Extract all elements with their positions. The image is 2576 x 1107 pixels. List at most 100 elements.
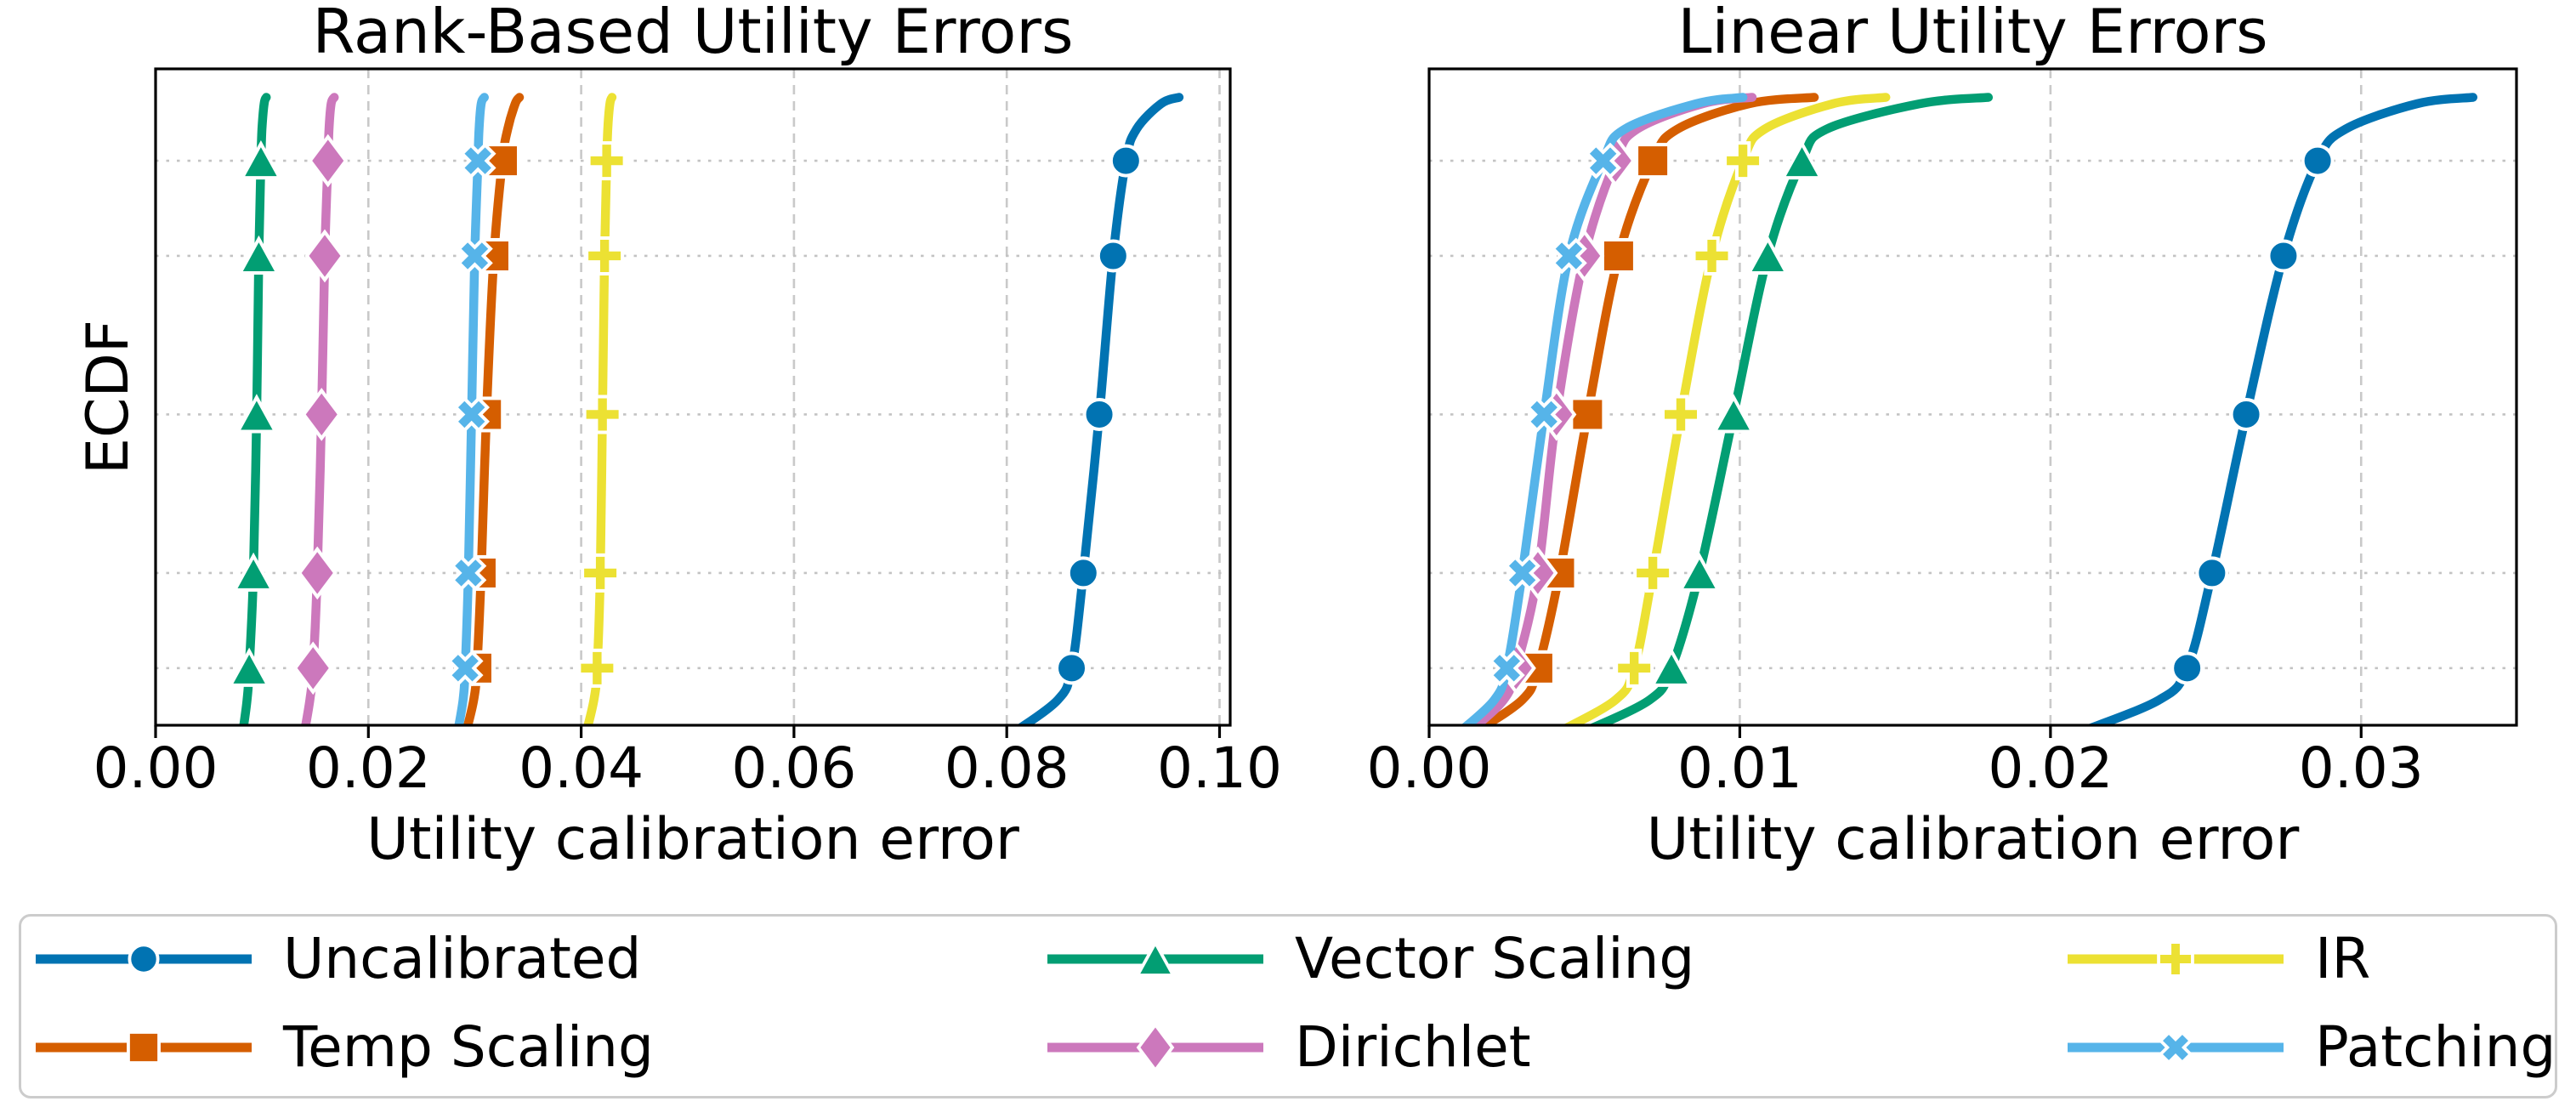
marker-circle xyxy=(1066,556,1100,590)
x-axis-label-right: Utility calibration error xyxy=(1646,806,2300,873)
legend-label: Temp Scaling xyxy=(283,1014,654,1080)
marker-plus xyxy=(582,395,622,434)
marker-diamond xyxy=(308,133,349,188)
x-tick-label: 0.06 xyxy=(731,735,856,801)
marker-plus xyxy=(587,141,627,181)
marker-diamond xyxy=(304,229,345,283)
marker-triangle xyxy=(1780,139,1824,180)
marker-circle xyxy=(1055,651,1089,685)
marker-x xyxy=(457,237,493,275)
marker-x xyxy=(2158,1030,2193,1065)
plot-area-0: 0.00 0.02 0.04 0.06 0.08 0.10 xyxy=(94,67,1282,801)
legend-box: Uncalibrated Temp Scaling Vector Scaling… xyxy=(19,914,2557,1098)
legend-swatch-x-icon xyxy=(2065,1015,2286,1080)
legend-entry-dirichlet: Dirichlet xyxy=(1045,1015,1531,1080)
marker-diamond xyxy=(297,546,338,600)
marker-x xyxy=(450,554,487,592)
marker-square xyxy=(1600,237,1637,274)
marker-circle xyxy=(2195,556,2229,590)
marker-plus xyxy=(1614,648,1654,688)
x-tick-label: 0.00 xyxy=(1367,735,1492,801)
axes-frame xyxy=(1427,67,2518,727)
legend-entry-ir: IR xyxy=(2065,927,2370,991)
marker-circle xyxy=(2267,239,2301,273)
marker-circle xyxy=(2301,144,2335,178)
plot-title-linear: Linear Utility Errors xyxy=(1677,0,2268,67)
ecdf-curve-uncalibrated xyxy=(2085,93,2478,725)
marker-circle xyxy=(2229,397,2263,431)
marker-plus xyxy=(1692,236,1732,275)
marker-plus xyxy=(585,236,625,275)
legend-swatch-plus-icon xyxy=(2065,927,2286,991)
x-tick-label: 0.02 xyxy=(1988,735,2113,801)
legend-entry-vector-scaling: Vector Scaling xyxy=(1045,927,1694,991)
marker-triangle xyxy=(237,235,281,275)
marker-circle xyxy=(128,943,160,975)
marker-x xyxy=(459,142,496,179)
legend-entry-uncalibrated: Uncalibrated xyxy=(33,927,641,991)
legend-line-sample xyxy=(36,943,252,975)
x-tick-label: 0.02 xyxy=(306,735,431,801)
marker-x xyxy=(1551,237,1587,275)
marker-plus xyxy=(1723,141,1763,181)
marker-plus xyxy=(2157,940,2194,978)
marker-triangle xyxy=(1711,394,1756,434)
marker-square xyxy=(127,1030,161,1064)
marker-diamond xyxy=(301,388,342,441)
x-tick-label: 0.01 xyxy=(1677,735,1802,801)
legend-label: Patching xyxy=(2315,1014,2556,1080)
x-tick-label: 0.10 xyxy=(1157,735,1282,801)
marker-plus xyxy=(581,553,621,593)
x-tick-label: 0.08 xyxy=(945,735,1070,801)
marker-triangle xyxy=(227,647,271,687)
marker-x xyxy=(1489,650,1525,687)
legend-swatch-circle-icon xyxy=(33,927,254,991)
legend-label: IR xyxy=(2315,926,2371,991)
legend-line-sample xyxy=(36,1030,252,1064)
legend-label: Dirichlet xyxy=(1295,1014,1531,1080)
marker-triangle xyxy=(239,139,283,180)
marker-x xyxy=(1525,396,1563,433)
x-tick-label: 0.00 xyxy=(94,735,218,801)
legend-line-sample xyxy=(2068,940,2284,978)
legend-label: Vector Scaling xyxy=(1295,926,1695,991)
marker-plus xyxy=(1661,395,1700,434)
marker-plus xyxy=(1633,553,1673,593)
marker-circle xyxy=(1109,144,1143,178)
marker-triangle xyxy=(1745,235,1790,275)
marker-x xyxy=(1504,554,1540,592)
marker-x xyxy=(446,650,484,687)
marker-triangle xyxy=(231,552,275,592)
marker-triangle xyxy=(1649,647,1694,687)
marker-circle xyxy=(2170,651,2204,685)
marker-diamond xyxy=(1136,1022,1175,1073)
legend-entry-temp-scaling: Temp Scaling xyxy=(33,1015,654,1080)
legend-entry-patching: Patching xyxy=(2065,1015,2556,1080)
marker-x xyxy=(453,396,491,433)
x-axis-label-left: Utility calibration error xyxy=(366,806,1019,873)
marker-plus xyxy=(577,648,617,688)
plot-area-1: 0.00 0.01 0.02 0.03 xyxy=(1367,67,2518,801)
legend-line-sample xyxy=(2068,1030,2284,1065)
marker-triangle xyxy=(1677,552,1722,592)
plot-title-rank-based: Rank-Based Utility Errors xyxy=(312,0,1074,67)
x-tick-label: 0.04 xyxy=(519,735,644,801)
marker-circle xyxy=(1082,397,1116,431)
legend-swatch-triangle-icon xyxy=(1045,927,1266,991)
legend-line-sample xyxy=(1047,940,1263,977)
legend-line-sample xyxy=(1047,1022,1263,1073)
x-tick-label: 0.03 xyxy=(2299,735,2424,801)
y-axis-label-ecdf: ECDF xyxy=(75,320,142,474)
marker-triangle xyxy=(1134,940,1177,977)
legend-label: Uncalibrated xyxy=(283,926,642,991)
marker-circle xyxy=(1096,239,1130,273)
axes-frame xyxy=(154,67,1232,727)
marker-triangle xyxy=(235,394,279,434)
marker-x xyxy=(1585,142,1621,179)
legend-swatch-diamond-icon xyxy=(1045,1015,1266,1080)
marker-diamond xyxy=(292,641,333,695)
legend-swatch-square-icon xyxy=(33,1015,254,1080)
marker-square xyxy=(1635,143,1671,179)
